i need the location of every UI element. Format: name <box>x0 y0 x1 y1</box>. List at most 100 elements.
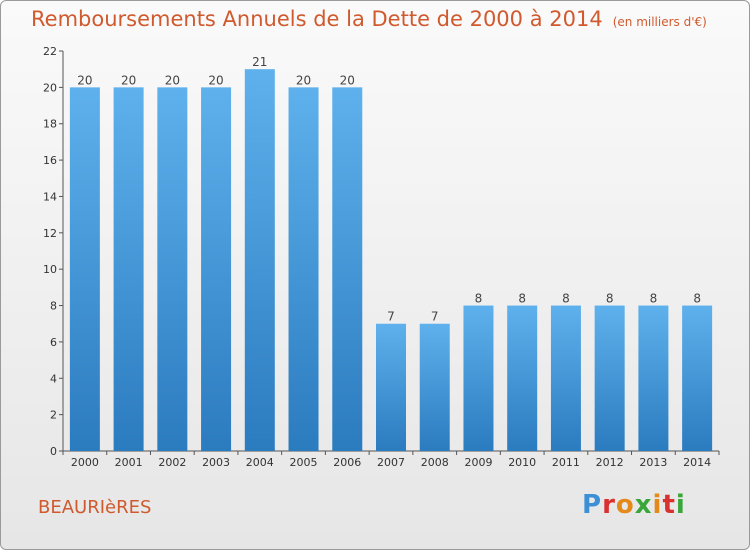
x-tick-label: 2002 <box>158 456 186 469</box>
y-tick: 0 <box>50 445 63 458</box>
x-tick-label: 2003 <box>202 456 230 469</box>
x-tick-label: 2009 <box>464 456 492 469</box>
bar-value-label: 8 <box>518 292 526 306</box>
y-tick: 6 <box>50 336 63 349</box>
y-tick: 12 <box>43 227 63 240</box>
x-tick: 2007 <box>377 456 405 469</box>
bar-value-label: 21 <box>252 55 267 69</box>
bar <box>113 87 144 451</box>
x-tick: 2009 <box>464 456 492 469</box>
commune-name: BEAURIèRES <box>38 497 152 518</box>
y-tick-label: 22 <box>43 45 57 58</box>
chart-subtitle: (en milliers d'€) <box>612 15 707 29</box>
x-tick-label: 2014 <box>683 456 711 469</box>
bars: 20 20 20 20 21 20 20 7 7 8 8 8 8 8 8 <box>69 55 713 451</box>
bar <box>201 87 232 451</box>
bar-value-label: 7 <box>387 310 395 324</box>
bar <box>69 87 100 451</box>
y-tick: 18 <box>43 118 63 131</box>
bar-value-label: 8 <box>562 292 570 306</box>
x-tick-label: 2012 <box>596 456 624 469</box>
x-tick-label: 2001 <box>115 456 143 469</box>
y-tick: 22 <box>43 45 63 58</box>
y-tick: 2 <box>50 409 63 422</box>
x-tick: 2002 <box>158 456 186 469</box>
chart-title: Remboursements Annuels de la Dette de 20… <box>31 7 707 31</box>
logo-letter: P <box>582 490 603 520</box>
x-tick: 2005 <box>290 456 318 469</box>
bar <box>419 323 450 451</box>
x-tick: 2003 <box>202 456 230 469</box>
x-tick: 2010 <box>508 456 536 469</box>
x-tick: 2008 <box>421 456 449 469</box>
logo-letter: i <box>675 490 686 520</box>
bar-value-label: 8 <box>475 292 483 306</box>
bar <box>332 87 363 451</box>
y-tick: 8 <box>50 300 63 313</box>
bar-value-label: 20 <box>296 73 311 87</box>
title-text: Remboursements Annuels de la Dette de 20… <box>31 7 603 31</box>
bar-value-label: 7 <box>431 310 439 324</box>
x-tick-label: 2004 <box>246 456 274 469</box>
x-tick: 2014 <box>683 456 711 469</box>
y-tick-label: 2 <box>50 409 57 422</box>
x-tick: 2013 <box>639 456 667 469</box>
x-tick: 2001 <box>115 456 143 469</box>
y-tick-label: 8 <box>50 300 57 313</box>
bar <box>157 87 188 451</box>
x-tick-label: 2008 <box>421 456 449 469</box>
bar-value-label: 20 <box>121 73 136 87</box>
y-tick-label: 6 <box>50 336 57 349</box>
y-tick-label: 12 <box>43 227 57 240</box>
y-tick: 4 <box>50 372 63 385</box>
bar <box>244 69 275 451</box>
bar-value-label: 20 <box>208 73 223 87</box>
x-tick: 2000 <box>71 456 99 469</box>
x-tick-label: 2010 <box>508 456 536 469</box>
x-tick: 2004 <box>246 456 274 469</box>
bar <box>638 305 669 451</box>
bar <box>507 305 538 451</box>
y-tick-label: 4 <box>50 372 57 385</box>
x-tick-label: 2000 <box>71 456 99 469</box>
bar <box>594 305 625 451</box>
y-tick: 14 <box>43 190 63 203</box>
bar <box>682 305 713 451</box>
bar <box>288 87 319 451</box>
x-tick-label: 2006 <box>333 456 361 469</box>
y-tick-label: 10 <box>43 263 57 276</box>
logo-letter: x <box>634 490 653 520</box>
x-tick: 2006 <box>333 456 361 469</box>
logo-letter: o <box>615 490 635 520</box>
y-tick-label: 16 <box>43 154 57 167</box>
bar <box>376 323 406 451</box>
x-tick-label: 2005 <box>290 456 318 469</box>
x-tick-label: 2013 <box>639 456 667 469</box>
logo-letter: r <box>602 490 616 520</box>
bar-value-label: 20 <box>77 73 92 87</box>
y-tick-label: 20 <box>43 81 57 94</box>
y-tick: 10 <box>43 263 63 276</box>
x-tick: 2011 <box>552 456 580 469</box>
x-tick-label: 2011 <box>552 456 580 469</box>
proxiti-logo[interactable]: Proxiti <box>582 490 686 520</box>
bar-value-label: 8 <box>606 292 614 306</box>
logo-letter: i <box>652 490 663 520</box>
x-tick-label: 2007 <box>377 456 405 469</box>
y-tick: 16 <box>43 154 63 167</box>
bar-value-label: 8 <box>650 292 658 306</box>
bar-value-label: 8 <box>693 292 701 306</box>
y-tick-label: 14 <box>43 190 57 203</box>
bar-value-label: 20 <box>165 73 180 87</box>
logo-letter: t <box>662 490 676 520</box>
bar-value-label: 20 <box>340 73 355 87</box>
bar <box>550 305 581 451</box>
x-tick: 2012 <box>596 456 624 469</box>
axes: 0 2 4 6 8 10 12 14 16 18 20 22 2000 2001 2002 2003 2004 2… <box>43 45 720 469</box>
y-tick: 20 <box>43 81 63 94</box>
bar <box>463 305 494 451</box>
y-tick-label: 0 <box>50 445 57 458</box>
y-tick-label: 18 <box>43 118 57 131</box>
